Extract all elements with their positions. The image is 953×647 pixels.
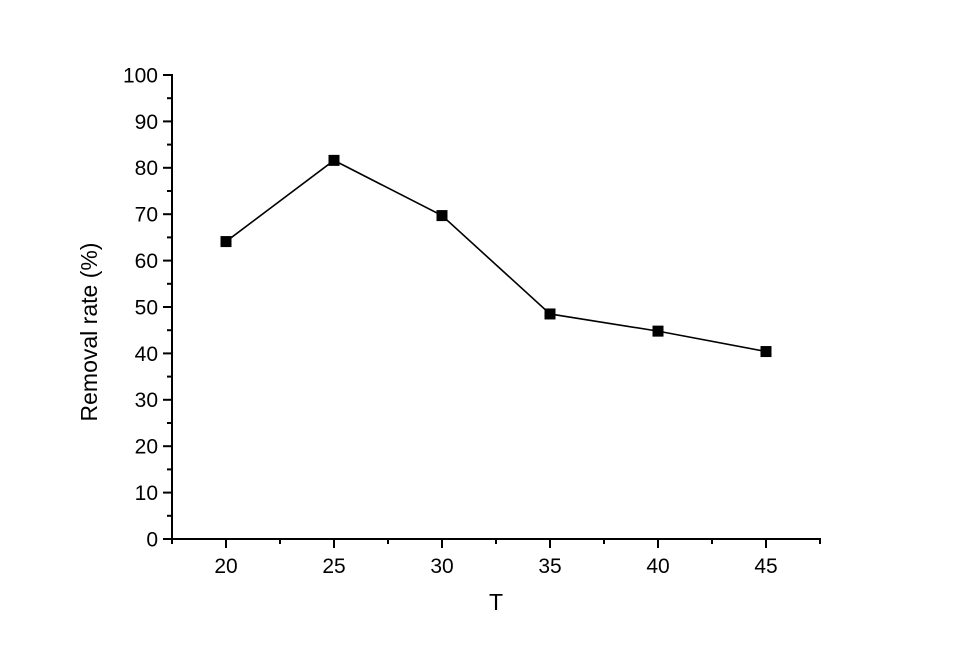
y-tick-label: 0	[146, 528, 158, 551]
y-tick-label: 10	[135, 482, 158, 505]
data-point-marker	[652, 325, 664, 337]
x-tick-label: 20	[214, 555, 237, 578]
data-point-marker	[436, 210, 448, 222]
x-tick-label: 40	[646, 555, 669, 578]
y-tick-label: 80	[135, 157, 158, 180]
x-axis-title: T	[489, 589, 503, 615]
axes	[171, 74, 821, 540]
y-tick-label: 90	[135, 111, 158, 134]
data-point-marker	[544, 308, 556, 320]
y-tick-label: 30	[135, 389, 158, 412]
axis-ticks	[163, 74, 821, 548]
y-tick-label: 70	[135, 204, 158, 227]
y-axis-title: Removal rate (%)	[76, 243, 102, 422]
y-tick-label: 50	[135, 296, 158, 319]
data-point-marker	[760, 346, 772, 358]
x-tick-label: 45	[754, 555, 777, 578]
y-tick-label: 20	[135, 436, 158, 459]
y-tick-label: 60	[135, 250, 158, 273]
x-tick-label: 35	[538, 555, 561, 578]
data-point-marker	[328, 154, 340, 166]
x-tick-label: 25	[322, 555, 345, 578]
data-series	[220, 154, 772, 358]
data-point-marker	[220, 236, 232, 248]
y-tick-label: 40	[135, 343, 158, 366]
series-line	[225, 159, 767, 353]
x-tick-label: 30	[430, 555, 453, 578]
axis-tick-labels: 0 10 20 30 40 50 60 70 80 90 100 20 25 30 35 40 45	[123, 64, 778, 578]
y-tick-label: 100	[123, 64, 158, 87]
